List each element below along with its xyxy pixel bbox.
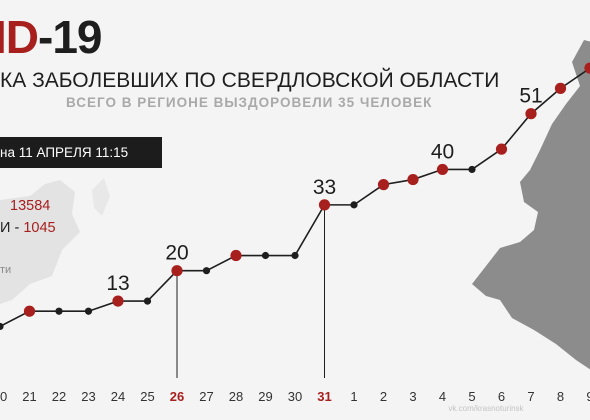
- x-tick-27: 27: [199, 389, 213, 404]
- stat-footnote: ти: [0, 264, 12, 276]
- series-line: [0, 67, 590, 328]
- data-label-13: 13: [106, 272, 129, 295]
- data-point-30: [291, 251, 299, 260]
- x-tick-22: 22: [52, 389, 66, 404]
- data-point-6: [495, 143, 508, 155]
- x-tick-29: 29: [258, 389, 272, 404]
- data-point-21: [23, 305, 36, 317]
- x-tick-21: 21: [22, 389, 36, 404]
- data-point-20: [0, 322, 4, 331]
- data-point-26: [171, 265, 183, 277]
- x-tick-31: 31: [317, 389, 331, 404]
- x-tick-2: 2: [380, 389, 387, 404]
- data-point-27: [202, 267, 211, 275]
- data-point-3: [407, 173, 419, 186]
- data-point-28: [230, 249, 242, 262]
- data-point-5: [468, 165, 476, 174]
- title-red-part: ID: [0, 11, 39, 63]
- data-point-2: [377, 179, 390, 191]
- x-tick-25: 25: [140, 389, 154, 404]
- data-point-7: [525, 108, 537, 120]
- x-tick-20: 20: [0, 389, 7, 404]
- region-map-left: [0, 180, 80, 304]
- data-label-33: 33: [313, 176, 336, 199]
- data-point-8: [554, 82, 567, 94]
- data-point-31: [318, 199, 331, 211]
- stat-secondary: И - 1045: [0, 220, 56, 236]
- x-tick-5: 5: [468, 389, 475, 404]
- data-labels: 13 20 33 40 51: [106, 85, 542, 295]
- data-point-9: [584, 62, 590, 74]
- data-label-20: 20: [165, 242, 188, 265]
- data-point-25: [143, 297, 152, 305]
- data-label-40: 40: [431, 140, 454, 163]
- watermark: vk.com/krasnoturinsk: [448, 404, 524, 413]
- date-badge: на 11 АПРЕЛЯ 11:15: [0, 137, 162, 168]
- x-tick-6: 6: [498, 389, 505, 404]
- region-map-left-island: [92, 178, 110, 216]
- recovered-count-note: ВСЕГО В РЕГИОНЕ ВЫЗДОРОВЕЛИ 35 ЧЕЛОВЕК: [66, 95, 433, 110]
- data-point-22: [55, 307, 63, 315]
- x-tick-7: 7: [527, 389, 534, 404]
- stat-secondary-prefix: И -: [0, 220, 24, 236]
- stat-total: 13584: [10, 198, 51, 214]
- data-point-1: [350, 201, 358, 209]
- data-point-24: [112, 295, 124, 307]
- x-tick-9: 9: [586, 389, 590, 404]
- x-tick-8: 8: [557, 389, 564, 404]
- x-tick-23: 23: [81, 389, 95, 404]
- data-points: [0, 62, 590, 331]
- title-dark-part: -19: [38, 11, 102, 63]
- region-map-right: [472, 40, 590, 370]
- data-label-51: 51: [519, 85, 542, 108]
- x-tick-24: 24: [111, 389, 125, 404]
- date-badge-text: на 11 АПРЕЛЯ 11:15: [0, 145, 129, 160]
- x-tick-4: 4: [439, 389, 446, 404]
- page-title: ID-19: [0, 11, 102, 63]
- chart-subtitle: КА ЗАБОЛЕВШИХ ПО СВЕРДЛОВСКОЙ ОБЛАСТИ: [0, 69, 500, 92]
- x-tick-30: 30: [288, 389, 302, 404]
- x-tick-26: 26: [170, 389, 184, 404]
- x-tick-1: 1: [350, 389, 357, 404]
- x-tick-3: 3: [409, 389, 416, 404]
- data-point-4: [436, 163, 449, 176]
- x-tick-28: 28: [229, 389, 243, 404]
- data-point-29: [261, 251, 270, 260]
- data-point-23: [84, 307, 93, 315]
- stat-secondary-value: 1045: [23, 220, 56, 236]
- vertical-markers: [176, 204, 325, 378]
- x-tick-labels: 202122232425262728293031123456789: [0, 389, 590, 404]
